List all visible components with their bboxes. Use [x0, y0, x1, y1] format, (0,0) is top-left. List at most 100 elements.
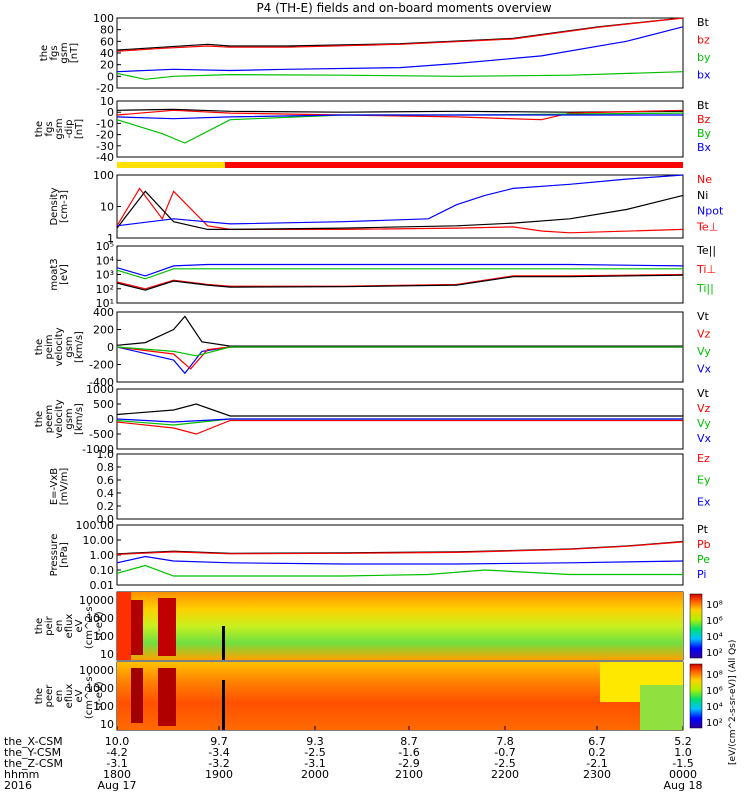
panel-pressure: 100.00 10.00 1.00 0.10 0.01 Pressure [nPa] Pt Pb… — [49, 519, 711, 592]
legend-Vx: Vx — [697, 432, 712, 445]
spectro-y-label: eV — [74, 619, 85, 632]
colorbar-ticks: 10⁸ 10⁶ 10⁴ 10² 10⁸ 10⁶ 10⁴ 10² — [706, 600, 723, 729]
series-Vy — [116, 346, 683, 357]
x-tick-label: -3.1 — [106, 757, 127, 770]
panel-frame — [116, 17, 684, 89]
legend-Pi: Pi — [697, 568, 706, 581]
y-tick-label: 400 — [93, 306, 114, 319]
y-tick-label: 10⁵ — [96, 240, 114, 253]
spectrogram-peer — [117, 662, 683, 730]
series-bz — [116, 17, 684, 52]
y-axis-label: fgs — [44, 121, 55, 136]
colorbar-tick-label: 10⁴ — [706, 632, 723, 643]
legend-Ti⊥: Ti⊥ — [696, 263, 716, 276]
y-axis-label: [nT] — [74, 119, 85, 139]
spectro-y-label: (cm^2-s- — [84, 672, 95, 719]
legend-Vt: Vt — [697, 387, 710, 400]
y-axis-label: E=-VxB — [49, 468, 60, 505]
y-tick-label: 500 — [93, 398, 114, 411]
x-tick-label: -2.1 — [586, 757, 607, 770]
y-tick-label: 10² — [96, 283, 114, 296]
y-axis-label: gsm — [64, 408, 75, 429]
y-axis-label: [km/s] — [74, 403, 85, 435]
x-row-label: hhmm — [4, 768, 39, 781]
colorbar-tick-label: 10⁴ — [706, 702, 723, 713]
legend-Bt: Bt — [697, 16, 710, 29]
spectro-tick-label: 100 — [93, 630, 114, 643]
series-Pi — [116, 555, 684, 565]
y-axis-label: [cm-3] — [59, 190, 70, 223]
colorbar-tick-label: 10⁸ — [706, 600, 723, 611]
x-tick-label: -3.1 — [304, 757, 325, 770]
y-tick-label: -40 — [96, 151, 114, 164]
y-tick-label: 100.00 — [76, 519, 115, 532]
legend-Te⊥: Te⊥ — [696, 220, 718, 233]
x-tick-label: -2.5 — [494, 757, 515, 770]
x-tick-label: 1.0 — [674, 746, 692, 759]
y-tick-label: 0 — [107, 70, 114, 83]
y-tick-label: 1.00 — [90, 549, 115, 562]
legend-Ne: Ne — [697, 173, 712, 186]
legend-Ey: Ey — [697, 474, 711, 487]
y-tick-label: 1 — [107, 232, 114, 245]
spectro-y-label: peir — [44, 615, 55, 635]
x-tick-label: 9.7 — [210, 735, 228, 748]
series-Vz — [116, 419, 683, 435]
legend-Pt: Pt — [697, 523, 709, 536]
y-tick-label: -20 — [96, 82, 114, 95]
y-axis-label: [nT] — [69, 43, 80, 63]
legend-Vz: Vz — [697, 328, 711, 341]
y-tick-label: 0.10 — [90, 564, 115, 577]
series-Bt — [116, 17, 684, 51]
x-row-label: the_Y-CSM — [4, 746, 61, 759]
spectro-y-label: (cm^2-s- — [84, 602, 95, 649]
series-Te-perp — [116, 273, 684, 290]
y-axis-label: the — [34, 411, 45, 427]
spectro-y-label: en — [54, 620, 65, 633]
legend-Pe: Pe — [697, 553, 710, 566]
series-Vx — [116, 418, 683, 423]
spectro-y-label: peer — [44, 684, 55, 708]
y-axis-label: velocity — [54, 327, 65, 366]
series-Vt — [116, 403, 683, 417]
series-Pb — [116, 541, 684, 555]
y-axis-label: velocity — [54, 399, 65, 438]
y-axis-label: [eV] — [59, 264, 70, 285]
colorbar-tick-label: 10² — [706, 648, 723, 659]
legend-Ex: Ex — [697, 495, 711, 508]
y-axis-label: moat3 — [49, 258, 60, 290]
spectro-tick-label: 10000 — [79, 664, 114, 677]
y-tick-label: 80 — [100, 24, 114, 37]
x-tick-label: -2.9 — [398, 757, 419, 770]
y-axis-label: peim — [44, 334, 55, 359]
x-axis: the_X-CSM 10.0 9.7 9.3 8.7 7.8 6.7 5.2 the_Y-CSM… — [4, 726, 702, 792]
legend-Vt: Vt — [697, 310, 710, 323]
colorbar-label: [eV/(cm^2-s-sr-eV)] (All Qs) — [728, 640, 738, 765]
x-tick-label: 2000 — [301, 768, 329, 781]
spectro-y-label: sr-eV) — [94, 611, 105, 640]
colorbar-tick-label: 10⁶ — [706, 616, 723, 627]
y-axis-label: the — [34, 339, 45, 355]
series-Pe — [116, 564, 683, 577]
spectro-tick-label: 1000 — [86, 682, 114, 695]
y-tick-label: 10 — [100, 201, 114, 214]
y-tick-label: -1000 — [82, 443, 114, 456]
y-tick-label: 0.0 — [97, 513, 115, 526]
colorbar — [689, 593, 703, 729]
legend-bx: bx — [697, 69, 711, 82]
legend-Vy: Vy — [697, 417, 711, 430]
y-tick-label: -200 — [89, 359, 114, 372]
panel-peem_vel: 1000 500 0 -500 -1000 the peem velocity gsm [km/s… — [34, 383, 712, 456]
end-date-label: Aug 18 — [664, 779, 703, 792]
series-by — [116, 71, 684, 80]
series-Vz — [116, 346, 683, 370]
y-axis-label: [nPa] — [59, 542, 70, 568]
series-Ti-perp — [116, 263, 684, 277]
spectro-y-label: the — [34, 618, 45, 634]
x-tick-label: -1.6 — [398, 746, 419, 759]
